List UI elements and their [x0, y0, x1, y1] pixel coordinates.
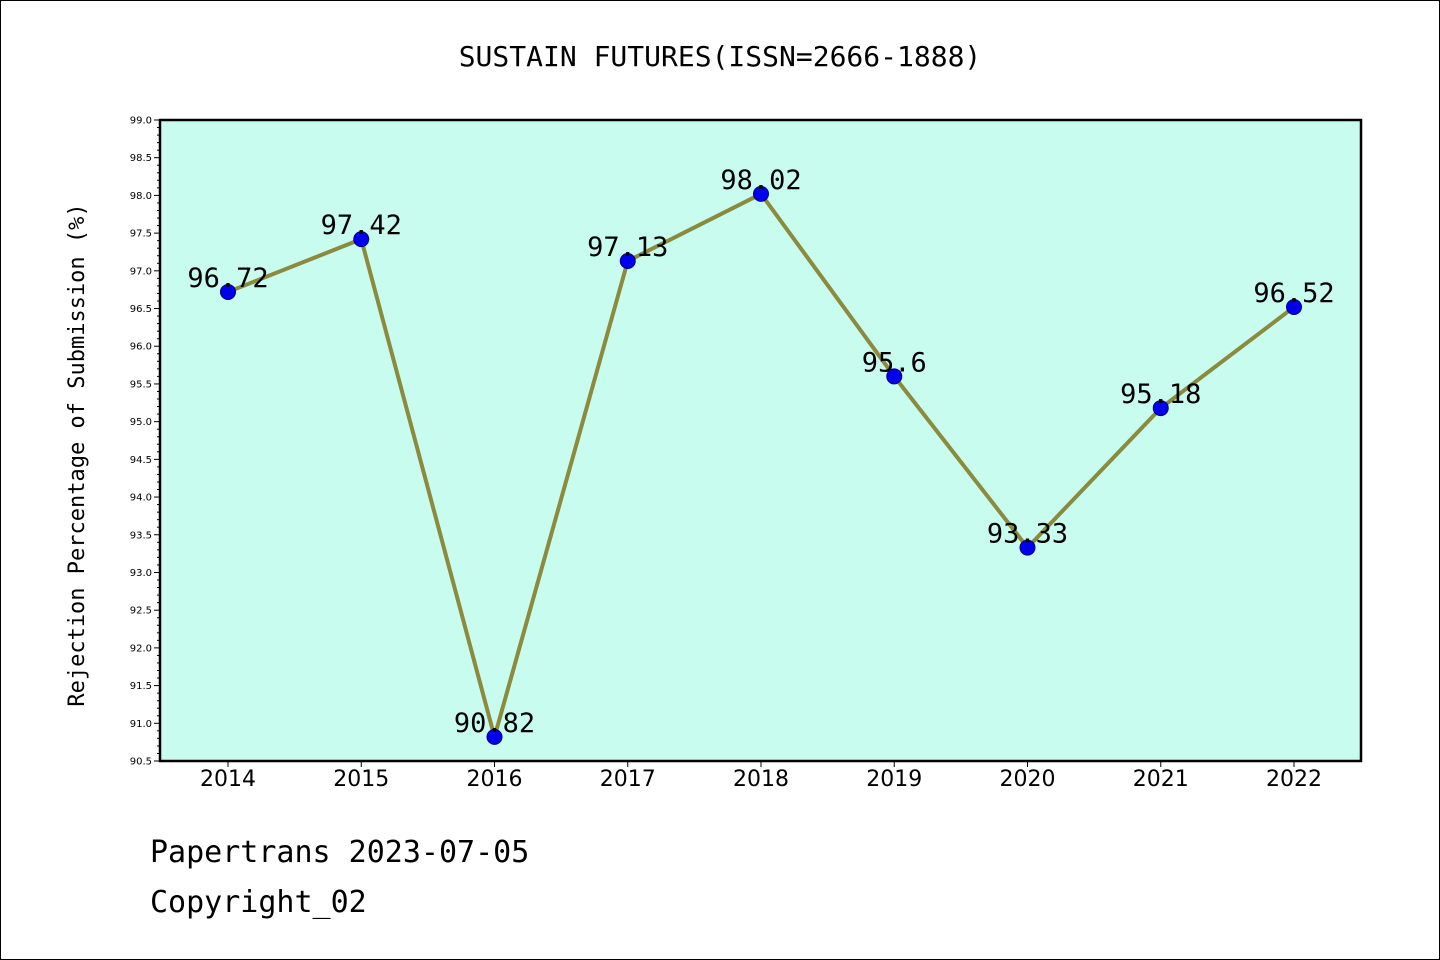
y-tick-label: 95.5: [130, 379, 152, 390]
chart-title: SUSTAIN FUTURES(ISSN=2666-1888): [459, 40, 982, 73]
data-label: 96.52: [1253, 278, 1334, 309]
y-tick-label: 98.0: [130, 191, 152, 202]
x-tick-label: 2020: [1000, 767, 1056, 792]
y-tick-label: 90.5: [130, 757, 152, 768]
plot-border: [158, 118, 1363, 763]
data-point: [1152, 400, 1169, 417]
x-tick-label: 2019: [866, 767, 922, 792]
y-tick-label: 96.0: [130, 342, 152, 353]
y-tick-label: 96.5: [130, 304, 152, 315]
x-tick-label: 2017: [600, 767, 656, 792]
data-label: 95.6: [862, 347, 927, 378]
y-tick-label: 97.5: [130, 229, 152, 240]
data-point: [486, 728, 503, 745]
data-point: [220, 283, 236, 300]
data-label: 93.33: [987, 519, 1068, 550]
y-tick-label: 91.0: [130, 719, 152, 730]
plot-area: [160, 120, 1361, 761]
y-tick-label: 98.5: [130, 153, 152, 164]
data-point: [753, 185, 769, 202]
footer-date-label: Papertrans 2023-07-05: [150, 835, 530, 870]
data-label: 98.02: [720, 165, 801, 196]
data-label: 95.18: [1120, 379, 1201, 410]
x-tick-label: 2015: [333, 767, 389, 792]
y-tick-label: 94.0: [130, 493, 152, 504]
data-labels-layer: 96.72 97.42 90.82 97.13 98.02 95.6 93.33 95.18 9…: [187, 165, 1334, 739]
y-tick-label: 93.5: [130, 530, 152, 541]
x-tick-label: 2014: [200, 767, 256, 792]
x-tick-label: 2021: [1133, 767, 1189, 792]
y-axis: 90.5 91.0 91.5 92.0 92.5 93.0 93.5 94.0 94.5 95.0…: [130, 116, 160, 768]
y-axis-label: Rejection Percentage of Submission (%): [65, 203, 90, 706]
data-label: 90.82: [454, 708, 535, 739]
y-tick-label: 92.0: [130, 643, 152, 654]
y-tick-label: 97.0: [130, 266, 152, 277]
y-tick-label: 91.5: [130, 681, 152, 692]
data-point: [619, 253, 636, 270]
y-tick-label: 93.0: [130, 568, 152, 579]
data-label: 97.42: [321, 210, 402, 241]
y-tick-label: 95.0: [130, 417, 152, 428]
data-point: [1019, 539, 1036, 556]
x-axis: 2014 2015 2016 2017 2018 2019 2020 2021 2022: [200, 761, 1322, 792]
x-tick-label: 2016: [467, 767, 523, 792]
series-layer: [220, 185, 1302, 745]
data-point: [353, 231, 370, 248]
x-tick-label: 2022: [1266, 767, 1322, 792]
data-point: [1286, 299, 1302, 316]
x-tick-label: 2018: [733, 767, 789, 792]
y-tick-label: 92.5: [130, 606, 152, 617]
data-point: [886, 368, 903, 385]
y-tick-label: 94.5: [130, 455, 152, 466]
footer-copyright-label: Copyright_02: [150, 885, 367, 920]
data-label: 97.13: [587, 232, 668, 263]
y-tick-label: 99.0: [130, 116, 152, 127]
data-label: 96.72: [187, 263, 268, 294]
